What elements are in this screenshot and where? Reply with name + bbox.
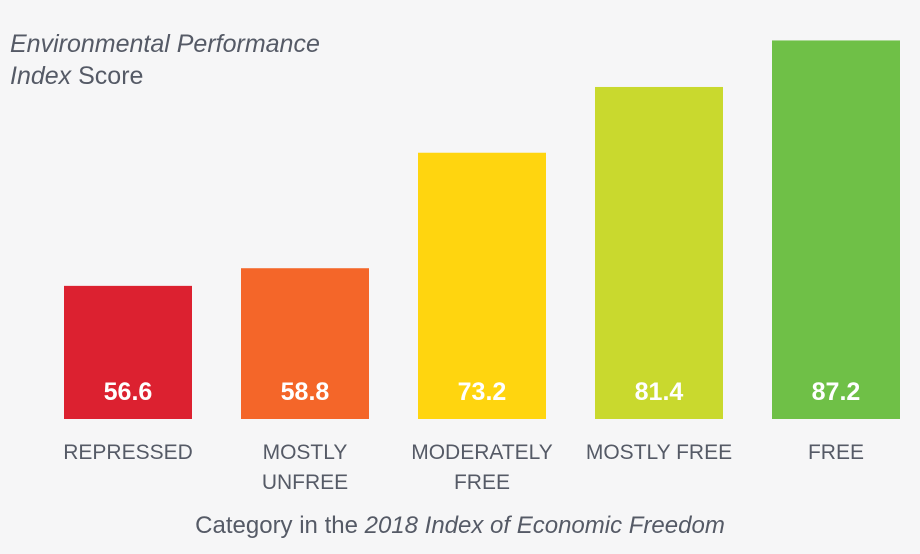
category-label-2-0: MODERATELY <box>411 441 553 464</box>
bar-value-label-1: 58.8 <box>281 378 330 406</box>
x-axis-title-prefix: Category in the <box>195 512 365 539</box>
category-label-1-1: UNFREE <box>262 471 348 494</box>
category-label-3-0: MOSTLY FREE <box>586 441 732 464</box>
title-line2-italic: Index <box>10 62 72 90</box>
bar-2 <box>418 152 546 419</box>
bar-value-label-4: 87.2 <box>812 378 861 406</box>
bar-4 <box>772 40 900 420</box>
bar-value-label-2: 73.2 <box>458 378 507 406</box>
title-line1: Environmental Performance <box>10 30 320 58</box>
x-axis-title: Category in the 2018 Index of Economic F… <box>0 512 920 540</box>
category-label-0-0: REPRESSED <box>63 441 193 464</box>
bar-0 <box>64 285 192 419</box>
category-label-1-0: MOSTLY <box>263 441 348 464</box>
bar-1 <box>241 268 369 419</box>
title-line2-rest: Score <box>71 62 144 90</box>
chart-title: Environmental Performance Index Score <box>10 28 320 92</box>
x-axis-title-italic: 2018 Index of Economic Freedom <box>364 512 725 539</box>
category-label-2-1: FREE <box>454 471 510 494</box>
bar-value-label-3: 81.4 <box>635 378 684 406</box>
bar-value-label-0: 56.6 <box>104 378 153 406</box>
category-label-4-0: FREE <box>808 441 864 464</box>
bar-3 <box>595 86 723 420</box>
